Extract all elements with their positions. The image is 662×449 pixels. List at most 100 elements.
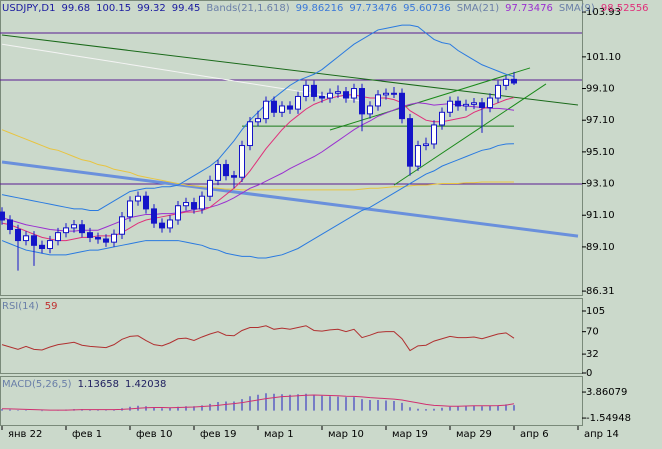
candle-body: [271, 100, 277, 113]
candle-body: [47, 240, 53, 249]
y-tick-label: 91.10: [586, 210, 615, 221]
x-tick-label: мар 1: [264, 429, 294, 440]
candle-body: [15, 228, 21, 242]
candle-body: [103, 238, 109, 243]
candle-body: [431, 124, 437, 145]
x-tick-label: янв 22: [8, 429, 42, 440]
x-tick-label: фев 19: [200, 429, 237, 440]
indicator-line: [1, 129, 514, 191]
indicator-line: [1, 394, 515, 411]
header-item: SMA(21): [457, 3, 499, 14]
y-tick-label: 105: [586, 306, 605, 317]
panel-frame: [0, 376, 583, 426]
header-item: 95.60736: [403, 3, 451, 14]
candle-body: [167, 219, 173, 229]
y-tick-label: 103.93: [586, 7, 621, 18]
header-item: USDJPY,D1: [2, 3, 55, 14]
y-tick-label: 32: [586, 349, 599, 360]
candle-body: [335, 91, 341, 94]
y-tick-label: 89.10: [586, 242, 615, 253]
header-item: 97.73476: [505, 3, 553, 14]
y-tick-label: 97.10: [586, 115, 615, 126]
panel-header: RSI(14) 59: [2, 301, 58, 312]
trend-line: [1, 160, 579, 238]
candle-body: [463, 103, 469, 107]
candle-body: [191, 202, 197, 210]
indicator-line: [1, 143, 515, 259]
candle-body: [415, 145, 421, 167]
candle-body: [399, 92, 405, 120]
candle-body: [351, 88, 357, 99]
indicator-line: [1, 43, 363, 102]
indicator-line: [1, 102, 515, 232]
x-tick-label: мар 29: [456, 429, 492, 440]
candle-body: [343, 91, 349, 99]
candle-body: [287, 105, 293, 110]
candle-body: [295, 95, 301, 110]
candle-body: [495, 84, 501, 99]
candle-body: [127, 200, 133, 218]
header-item: MACD(5,26,5): [2, 379, 72, 390]
candle-body: [503, 78, 509, 86]
y-tick-label: 0: [586, 368, 592, 379]
panel-frame: [0, 0, 583, 296]
x-tick-label: апр 14: [584, 429, 619, 440]
candle-body: [327, 92, 333, 99]
candle-body: [63, 227, 69, 234]
header-item: 1.42038: [125, 379, 166, 390]
x-tick-label: фев 1: [72, 429, 102, 440]
candle-body: [31, 235, 37, 246]
y-tick-label: 95.10: [586, 147, 615, 158]
candle-body: [439, 111, 445, 126]
candle-body: [511, 78, 517, 84]
panel-header: MACD(5,26,5) 1.13658 1.42038: [2, 379, 166, 390]
trend-line: [393, 83, 547, 186]
candle-body: [383, 92, 389, 96]
candle-body: [23, 235, 29, 242]
candle-body: [143, 195, 149, 210]
x-tick-label: апр 6: [520, 429, 549, 440]
candle-body: [375, 94, 381, 107]
header-item: 100.15: [96, 3, 131, 14]
candle-body: [111, 233, 117, 243]
y-tick-label: -1.54948: [586, 413, 631, 424]
candle-body: [367, 105, 373, 115]
y-tick-label: 86.31: [586, 286, 615, 297]
header-item: 99.45: [172, 3, 201, 14]
header-item: 99.32: [137, 3, 166, 14]
candle-body: [55, 232, 61, 242]
header-item: 97.73476: [349, 3, 397, 14]
candle-body: [303, 84, 309, 97]
candle-body: [239, 145, 245, 178]
candle-body: [319, 95, 325, 99]
candle-body: [95, 236, 101, 240]
candle-body: [255, 118, 261, 123]
candle-body: [199, 195, 205, 210]
candle-body: [183, 202, 189, 207]
candle-body: [135, 195, 141, 202]
y-tick-label: 93.10: [586, 179, 615, 190]
candle-body: [79, 224, 85, 234]
candle-body: [447, 100, 453, 113]
candle-body: [479, 102, 485, 109]
candle-body: [39, 244, 45, 249]
header-item: RSI(14): [2, 301, 39, 312]
candle-body: [231, 175, 237, 178]
trend-line: [1, 34, 579, 106]
y-tick-label: 99.10: [586, 84, 615, 95]
y-tick-label: 3.86079: [586, 387, 627, 398]
candle-body: [407, 118, 413, 167]
candle-body: [159, 222, 165, 229]
candle-body: [247, 121, 253, 147]
candle-body: [215, 164, 221, 181]
y-tick-label: 101.10: [586, 52, 621, 63]
indicator-line: [1, 325, 515, 352]
panel-header: USDJPY,D1 99.68 100.15 99.32 99.45 Bands(21,1…: [2, 3, 649, 14]
candle-body: [359, 88, 365, 115]
x-tick-label: фев 10: [136, 429, 173, 440]
x-tick-label: мар 10: [328, 429, 364, 440]
candle-body: [119, 216, 125, 235]
header-item: 99.86216: [296, 3, 344, 14]
trend-line: [329, 67, 531, 131]
